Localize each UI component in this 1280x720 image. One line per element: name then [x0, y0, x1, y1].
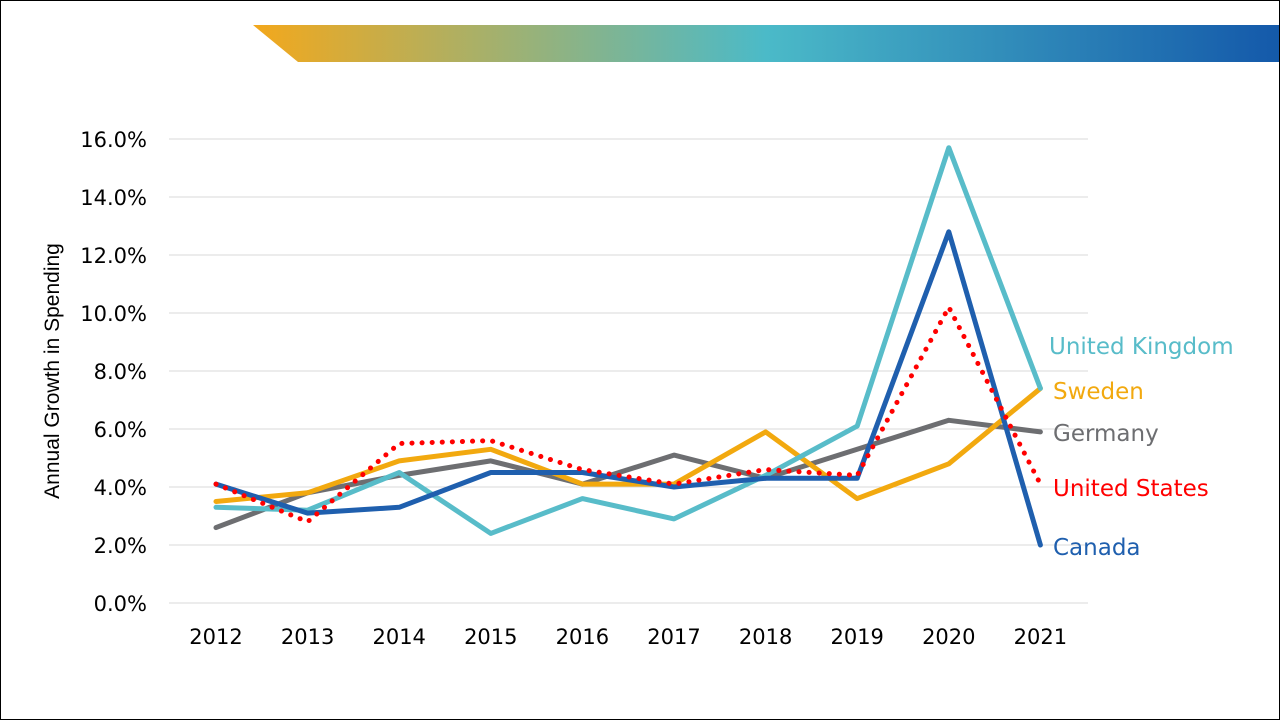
series-line-germany	[213, 417, 1043, 531]
x-tick-label: 2019	[830, 625, 883, 649]
header-banner	[253, 25, 1279, 62]
x-axis-ticks: 2012 2013 2014 2015 2016 2017 2018 2019 2020 2021	[189, 625, 1067, 649]
x-tick-label: 2018	[739, 625, 792, 649]
series-labels: United Kingdom Sweden Germany United States…	[1049, 334, 1234, 561]
x-tick-label: 2016	[556, 625, 609, 649]
y-tick-label: 10.0%	[80, 302, 147, 326]
x-tick-label: 2021	[1014, 625, 1067, 649]
y-axis-title: Annual Growth in Spending	[41, 243, 64, 499]
x-tick-label: 2015	[464, 625, 517, 649]
y-tick-label: 6.0%	[94, 418, 147, 442]
y-tick-label: 0.0%	[94, 592, 147, 616]
x-tick-label: 2012	[189, 625, 242, 649]
series-label-united-kingdom: United Kingdom	[1049, 334, 1234, 360]
y-axis-ticks: 0.0% 2.0% 4.0% 6.0% 8.0% 10.0% 12.0% 14.0% 16.0%	[80, 128, 147, 616]
series-label-united-states: United States	[1053, 476, 1209, 502]
series-label-germany: Germany	[1053, 421, 1159, 447]
y-tick-label: 12.0%	[80, 244, 147, 268]
y-tick-label: 16.0%	[80, 128, 147, 152]
series-line-united-states	[213, 304, 1043, 525]
y-tick-label: 8.0%	[94, 360, 147, 384]
x-tick-label: 2017	[647, 625, 700, 649]
x-tick-label: 2014	[372, 625, 425, 649]
banner-stripe	[253, 25, 1279, 62]
x-tick-label: 2013	[281, 625, 334, 649]
series-label-canada: Canada	[1053, 535, 1141, 561]
y-tick-label: 14.0%	[80, 186, 147, 210]
y-tick-label: 4.0%	[94, 476, 147, 500]
x-tick-label: 2020	[922, 625, 975, 649]
series-lines	[213, 145, 1043, 548]
gridlines	[169, 138, 1088, 604]
series-label-sweden: Sweden	[1053, 379, 1144, 405]
series-line-canada	[213, 229, 1043, 548]
series-line-united-kingdom	[213, 145, 1043, 536]
series-line-sweden	[213, 385, 1043, 504]
y-tick-label: 2.0%	[94, 534, 147, 558]
